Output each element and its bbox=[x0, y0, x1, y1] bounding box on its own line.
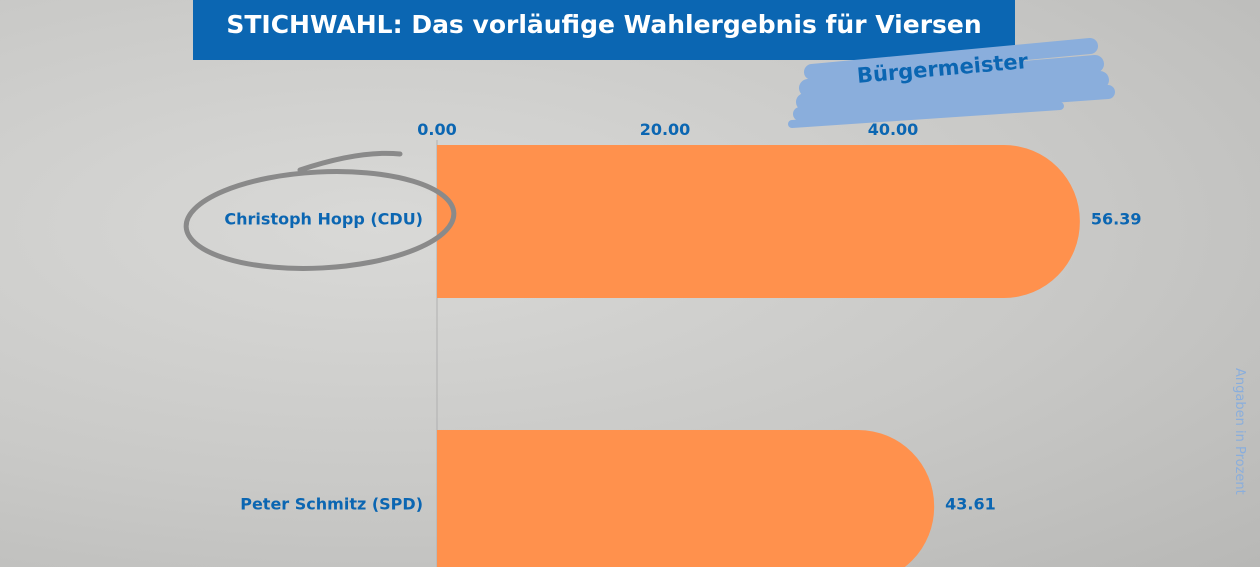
value-label: 56.39 bbox=[1091, 210, 1142, 229]
highlight-circle bbox=[183, 169, 457, 271]
unit-note: Angaben in Prozent bbox=[1232, 368, 1247, 495]
bar bbox=[437, 145, 1080, 298]
title-bar: STICHWAHL: Das vorläufige Wahlergebnis f… bbox=[193, 0, 1015, 60]
bar bbox=[437, 430, 935, 567]
category-label: Christoph Hopp (CDU) bbox=[224, 210, 423, 229]
x-tick-label: 0.00 bbox=[417, 120, 456, 139]
x-tick-label: 20.00 bbox=[640, 120, 691, 139]
category-label: Peter Schmitz (SPD) bbox=[240, 495, 423, 514]
chart-title: STICHWAHL: Das vorläufige Wahlergebnis f… bbox=[226, 9, 982, 39]
x-tick-label: 40.00 bbox=[868, 120, 919, 139]
value-label: 43.61 bbox=[945, 495, 996, 514]
highlight-circle-tail bbox=[297, 150, 403, 173]
